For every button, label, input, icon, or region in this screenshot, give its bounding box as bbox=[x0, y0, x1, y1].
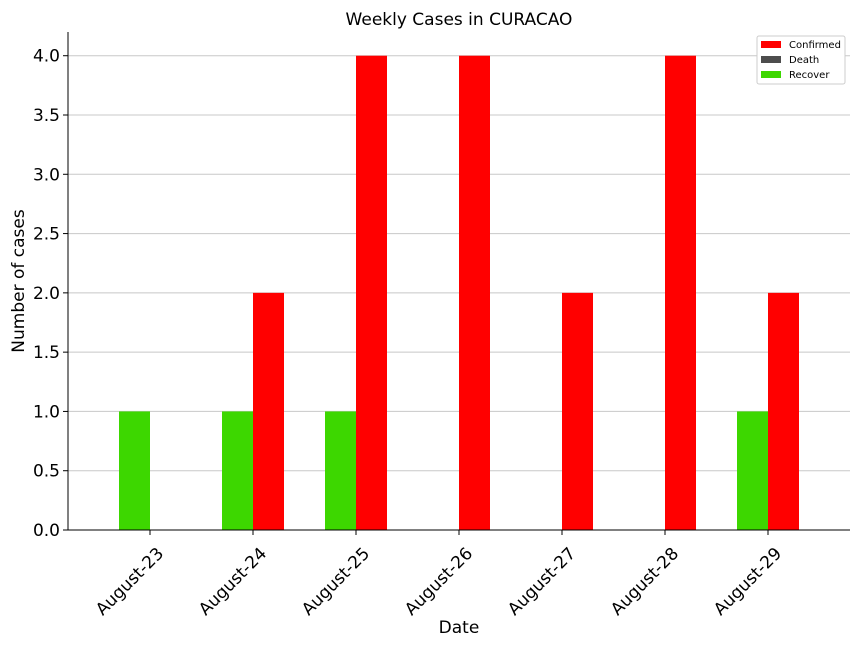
legend-swatch-recover bbox=[761, 71, 781, 78]
x-tick-label: August-23 bbox=[92, 544, 168, 620]
legend-swatch-death bbox=[761, 56, 781, 63]
x-tick-label: August-27 bbox=[504, 544, 580, 620]
bar-confirmed-august-29 bbox=[768, 292, 799, 530]
y-axis-label: Number of cases bbox=[9, 209, 29, 353]
bar-recover-august-29 bbox=[737, 411, 768, 530]
bar-confirmed-august-27 bbox=[562, 292, 593, 530]
y-tick-label: 0.0 bbox=[33, 521, 60, 541]
y-tick-label: 2.5 bbox=[33, 225, 60, 245]
x-tick-label: August-25 bbox=[298, 544, 374, 620]
legend: Confirmed Death Recover bbox=[756, 35, 846, 85]
x-ticks: August-23 August-24 August-25 August-26 Augu… bbox=[92, 530, 786, 620]
bars bbox=[119, 55, 799, 530]
y-tick-label: 3.5 bbox=[33, 106, 60, 126]
y-tick-label: 3.0 bbox=[33, 165, 60, 185]
y-tick-label: 2.0 bbox=[33, 284, 60, 304]
y-tick-label: 1.0 bbox=[33, 402, 60, 422]
bar-confirmed-august-26 bbox=[459, 55, 490, 530]
bar-confirmed-august-28 bbox=[665, 55, 696, 530]
y-tick-label: 4.0 bbox=[33, 47, 60, 67]
bar-confirmed-august-25 bbox=[356, 55, 387, 530]
bar-recover-august-25 bbox=[325, 411, 356, 530]
x-tick-label: August-28 bbox=[607, 544, 683, 620]
bar-recover-august-23 bbox=[119, 411, 150, 530]
y-tick-label: 1.5 bbox=[33, 343, 60, 363]
chart-title: Weekly Cases in CURACAO bbox=[346, 10, 573, 30]
x-tick-label: August-29 bbox=[710, 544, 786, 620]
bar-recover-august-24 bbox=[222, 411, 253, 530]
x-tick-label: August-26 bbox=[401, 544, 477, 620]
legend-label-recover: Recover bbox=[789, 70, 830, 81]
x-axis-label: Date bbox=[439, 618, 480, 638]
x-tick-label: August-24 bbox=[195, 544, 271, 620]
legend-label-death: Death bbox=[789, 55, 819, 66]
bar-confirmed-august-24 bbox=[253, 292, 284, 530]
legend-swatch-confirmed bbox=[761, 41, 781, 48]
legend-label-confirmed: Confirmed bbox=[789, 40, 841, 51]
y-ticks: 0.0 0.5 1.0 1.5 2.0 2.5 3.0 3.5 4.0 bbox=[33, 47, 68, 541]
y-tick-label: 0.5 bbox=[33, 462, 60, 482]
